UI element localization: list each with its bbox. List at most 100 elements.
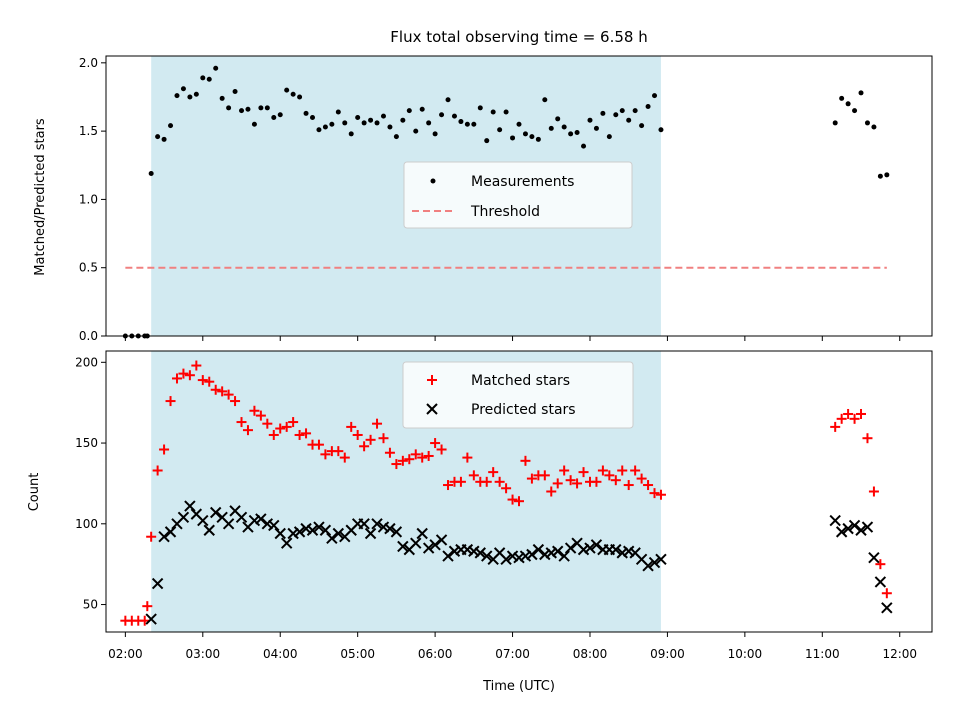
matched-point <box>281 421 292 432</box>
measurement-point <box>658 127 664 133</box>
matched-point <box>514 496 524 507</box>
predicted-point <box>364 527 377 540</box>
matched-point <box>630 465 641 476</box>
predicted-point <box>564 542 577 554</box>
predicted-point <box>835 526 848 538</box>
measurement-point <box>451 113 457 119</box>
matched-point <box>210 384 221 395</box>
legend-measurements-marker <box>430 178 436 184</box>
predicted-point <box>642 560 654 572</box>
measurement-point <box>174 93 180 99</box>
predicted-point <box>655 553 667 566</box>
matched-point <box>242 425 253 436</box>
top-x-ticks <box>124 336 901 341</box>
predicted-point <box>145 613 157 625</box>
matched-point <box>333 446 344 457</box>
predicted-point <box>584 542 596 554</box>
matched-point <box>559 465 570 476</box>
measurement-point <box>310 114 315 120</box>
predicted-point <box>410 537 422 549</box>
measurement-point <box>245 106 251 112</box>
measurement-point <box>148 170 154 176</box>
matched-point <box>455 476 466 487</box>
measurement-point <box>555 116 561 122</box>
matched-point <box>404 454 415 465</box>
measurement-point <box>477 105 483 111</box>
matched-point <box>313 439 324 450</box>
x-tick-label: 09:00 <box>650 647 685 661</box>
matched-point <box>617 465 628 476</box>
predicted-point <box>280 537 293 549</box>
predicted-point <box>442 550 454 562</box>
predicted-point <box>861 521 874 533</box>
y-tick-label: 200 <box>75 355 98 369</box>
measurement-point <box>484 138 490 144</box>
x-tick-label: 10:00 <box>728 647 763 661</box>
predicted-point <box>868 552 880 564</box>
measurement-point <box>264 105 270 111</box>
x-axis: 02:00 03:00 04:00 05:00 06:00 07:00 08:00 09:00… <box>108 632 917 661</box>
matched-point <box>623 480 634 491</box>
measurement-point <box>290 91 296 97</box>
predicted-point <box>358 518 370 530</box>
predicted-point <box>319 524 332 536</box>
measurement-point <box>858 90 864 96</box>
measurement-point <box>606 134 612 140</box>
bottom-y-axis: 50 100 150 200 <box>75 355 106 612</box>
matched-point <box>881 588 892 599</box>
y-tick-label: 0.0 <box>79 329 98 343</box>
matched-point <box>436 444 447 455</box>
matched-point <box>152 465 163 476</box>
matched-point <box>565 475 576 486</box>
matched-point <box>604 470 615 481</box>
predicted-point <box>313 521 325 533</box>
measurement-point <box>832 120 838 126</box>
measurement-point <box>503 109 509 115</box>
x-tick-label: 06:00 <box>418 647 453 661</box>
predicted-point <box>371 518 383 530</box>
matched-point <box>184 370 195 381</box>
predicted-point <box>268 519 280 532</box>
predicted-point <box>532 543 545 556</box>
measurement-point <box>516 121 522 127</box>
matched-point <box>165 396 176 407</box>
measurement-point <box>839 95 845 101</box>
y-tick-label: 0.5 <box>79 261 98 275</box>
measurement-point <box>871 124 877 130</box>
predicted-point <box>481 550 493 562</box>
measurement-point <box>419 106 425 112</box>
ratio-panel: 0.00.51.01.52.0 Matched/Predicted stars … <box>33 55 933 343</box>
predicted-point <box>203 524 215 536</box>
measurement-point <box>632 108 638 114</box>
matched-point <box>178 368 189 379</box>
x-tick-label: 12:00 <box>882 647 917 661</box>
measurement-point <box>316 127 322 133</box>
measurement-point <box>613 112 619 118</box>
matched-point <box>591 476 602 487</box>
matched-point <box>171 373 182 384</box>
matched-point <box>236 417 247 428</box>
measurement-point <box>845 101 851 107</box>
measurement-point <box>510 135 516 141</box>
measurement-point <box>522 131 528 137</box>
measurement-point <box>548 125 554 131</box>
top-axes-frame <box>105 55 933 337</box>
predicted-point <box>829 514 841 527</box>
predicted-point <box>416 527 428 540</box>
measurement-point <box>406 108 412 114</box>
measurement-point <box>884 172 890 178</box>
predicted-point <box>332 527 345 540</box>
predicted-point <box>235 511 248 524</box>
matched-point <box>359 441 370 452</box>
matched-point <box>572 478 583 489</box>
measurement-point <box>355 114 361 120</box>
matched-point <box>217 386 228 397</box>
matched-point <box>552 478 563 489</box>
measurement-point <box>187 94 193 100</box>
measurement-point <box>471 121 477 127</box>
matched-point <box>372 418 383 429</box>
predicted-point <box>848 519 861 532</box>
matched-point <box>197 375 208 386</box>
legend-predicted-marker <box>426 403 438 415</box>
matched-point <box>610 475 621 486</box>
